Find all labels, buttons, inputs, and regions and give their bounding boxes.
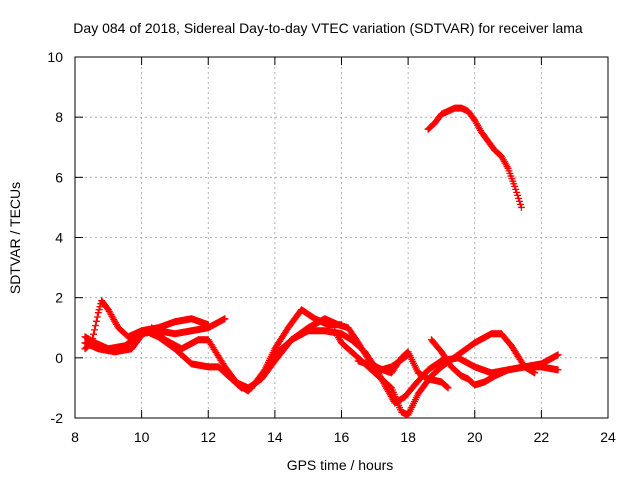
data-point: [513, 188, 521, 196]
y-tick-label: 6: [55, 169, 63, 185]
data-point: [517, 203, 525, 211]
y-tick-label: 10: [47, 49, 63, 65]
y-tick-label: 8: [55, 109, 63, 125]
data-point: [96, 303, 104, 311]
data-point: [516, 200, 524, 208]
data-point: [91, 326, 99, 334]
series-track-8: [354, 348, 452, 392]
x-tick-label: 8: [71, 429, 79, 445]
data-point: [554, 366, 562, 374]
x-tick-label: 22: [534, 429, 550, 445]
data-point: [92, 317, 100, 325]
x-tick-label: 14: [267, 429, 283, 445]
data-point: [554, 351, 562, 359]
y-axis-label: SDTVAR / TECUs: [7, 182, 23, 294]
axis-ticks: [74, 56, 609, 419]
series-track-7: [427, 336, 562, 389]
data-point: [512, 185, 520, 193]
data-point: [531, 369, 539, 377]
data-point: [444, 384, 452, 392]
x-tick-label: 24: [600, 429, 616, 445]
data-point: [443, 383, 451, 391]
y-tick-label: 2: [55, 290, 63, 306]
y-tick-label: 4: [55, 230, 63, 246]
data-point: [91, 322, 99, 330]
y-tick-label: 0: [55, 350, 63, 366]
x-tick-label: 10: [134, 429, 150, 445]
data-point: [94, 309, 102, 317]
series-track-6: [331, 327, 539, 419]
data-point: [515, 194, 523, 202]
x-tick-label: 20: [467, 429, 483, 445]
data-point: [221, 315, 229, 323]
x-axis-label: GPS time / hours: [287, 457, 394, 473]
x-tick-label: 18: [400, 429, 416, 445]
y-tick-label: -2: [51, 410, 64, 426]
chart-title: Day 084 of 2018, Sidereal Day-to-day VTE…: [73, 20, 583, 36]
data-point: [511, 182, 519, 190]
data-point: [95, 306, 103, 314]
data-point: [515, 197, 523, 205]
series-track-9: [424, 104, 525, 211]
data-point: [90, 330, 98, 338]
data-point: [93, 313, 101, 321]
data-point: [514, 191, 522, 199]
data-markers: [81, 104, 562, 419]
x-tick-label: 16: [334, 429, 350, 445]
x-tick-label: 12: [200, 429, 216, 445]
